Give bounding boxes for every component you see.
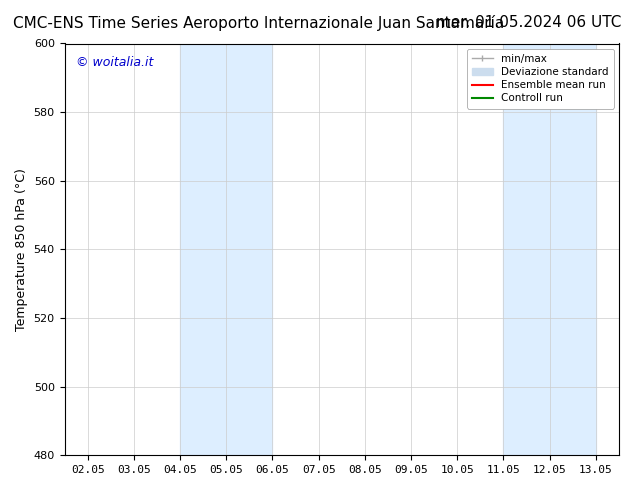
Y-axis label: Temperature 850 hPa (°C): Temperature 850 hPa (°C): [15, 168, 28, 331]
Text: mer. 01.05.2024 06 UTC: mer. 01.05.2024 06 UTC: [436, 15, 621, 30]
Legend: min/max, Deviazione standard, Ensemble mean run, Controll run: min/max, Deviazione standard, Ensemble m…: [467, 49, 614, 108]
Text: © woitalia.it: © woitalia.it: [75, 56, 153, 69]
Bar: [180, 44, 273, 455]
Text: CMC-ENS Time Series Aeroporto Internazionale Juan Santamaría: CMC-ENS Time Series Aeroporto Internazio…: [13, 15, 504, 31]
Bar: [503, 44, 596, 455]
